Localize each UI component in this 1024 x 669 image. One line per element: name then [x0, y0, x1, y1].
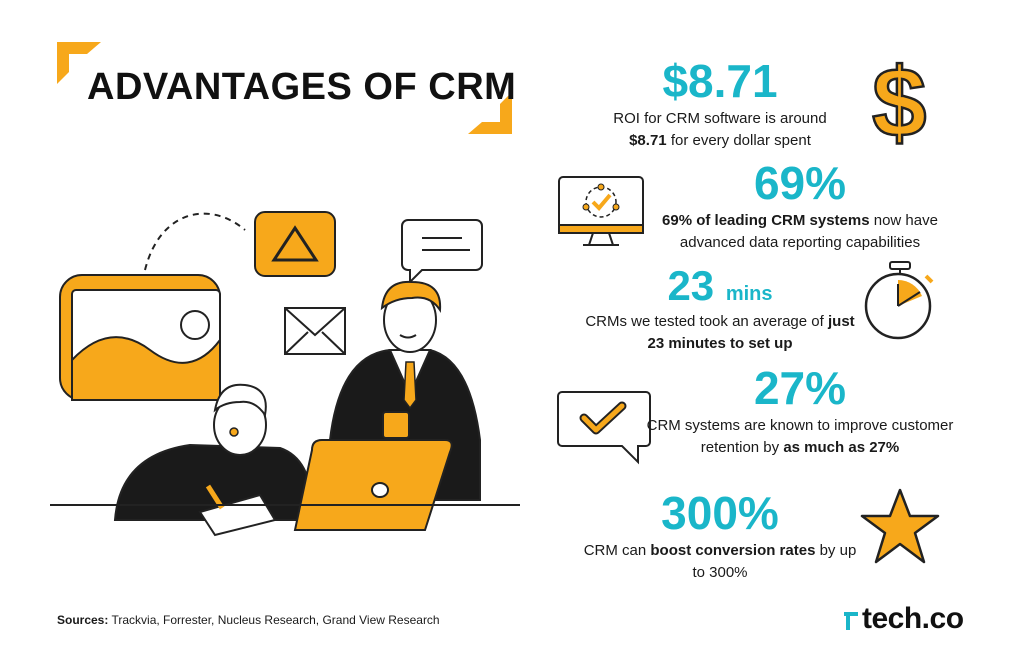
stat-reporting: 69% 69% of leading CRM systems now have …: [640, 160, 960, 254]
stat-setup-unit: mins: [725, 283, 773, 305]
stat-retention-value: 27%: [753, 362, 847, 414]
stat-conversion-desc-bold: boost conversion rates: [650, 542, 816, 559]
stat-conversion-value: 300%: [661, 487, 779, 539]
dollar-icon: $: [866, 46, 936, 159]
chat-check-icon: [556, 390, 652, 471]
sources-footnote: Sources: Trackvia, Forrester, Nucleus Re…: [57, 613, 440, 627]
stat-setup-time: 23 mins CRMs we tested took an average o…: [580, 265, 860, 355]
stopwatch-icon: [860, 260, 940, 347]
office-illustration: [50, 190, 530, 550]
stat-setup-desc-bold: just 23 minutes to set up: [647, 313, 855, 352]
sources-label: Sources:: [57, 613, 109, 627]
title-block: ADVANTAGES OF CRM: [57, 42, 516, 134]
stat-reporting-desc: 69% of leading CRM systems now have adva…: [640, 210, 960, 254]
stat-roi-desc-pre: ROI for CRM software is around: [613, 110, 827, 127]
stat-setup-time-desc: CRMs we tested took an average of just 2…: [580, 311, 860, 355]
stat-roi-value: $8.71: [662, 55, 778, 107]
stat-retention-desc: CRM systems are known to improve custome…: [640, 415, 960, 459]
stat-setup-time-value: 23 mins: [580, 265, 860, 307]
stat-roi-desc: ROI for CRM software is around $8.71 for…: [580, 108, 860, 152]
svg-text:$: $: [872, 48, 927, 148]
stat-retention-desc-bold: as much as 27%: [783, 439, 900, 456]
stat-conversion-desc-post: by up to 300%: [692, 542, 857, 581]
stat-reporting-desc-post: now have advanced data reporting capabil…: [679, 212, 938, 251]
stat-setup-number: 23: [667, 262, 715, 309]
stat-conversion: 300% CRM can boost conversion rates by u…: [580, 490, 860, 584]
techco-logo: tech.co: [842, 600, 964, 634]
stat-reporting-value: 69%: [753, 157, 847, 209]
stat-retention: 27% CRM systems are known to improve cus…: [640, 365, 960, 459]
stat-conversion-desc-pre: CRM can: [583, 542, 647, 559]
stat-roi-desc-bold: $8.71: [629, 132, 667, 149]
monitor-check-icon: [557, 175, 647, 254]
stat-conversion-desc: CRM can boost conversion rates by up to …: [580, 540, 860, 584]
stat-reporting-desc-bold: 69% of leading CRM systems: [662, 212, 870, 229]
star-icon: [852, 488, 942, 573]
title-brackets: [57, 42, 512, 134]
stat-retention-desc-pre: CRM systems are known to improve custome…: [646, 417, 954, 456]
stat-roi: $8.71 ROI for CRM software is around $8.…: [580, 58, 860, 152]
techco-logo-mark: [842, 608, 860, 634]
sources-text: Trackvia, Forrester, Nucleus Research, G…: [111, 613, 440, 627]
stat-roi-desc-post: for every dollar spent: [670, 132, 811, 149]
techco-logo-text: tech.co: [862, 602, 964, 635]
stat-setup-desc-pre: CRMs we tested took an average of: [585, 313, 824, 330]
page-title: ADVANTAGES OF CRM: [87, 66, 517, 108]
